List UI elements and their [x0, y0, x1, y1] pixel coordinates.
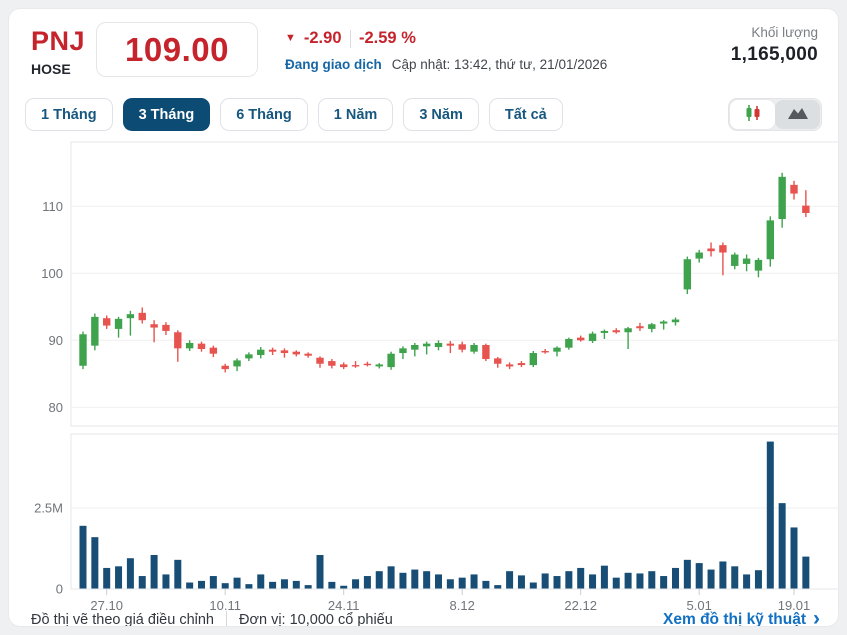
gridlines — [71, 205, 838, 509]
trading-status: Đang giao dịch — [285, 57, 382, 72]
tab-6-thang[interactable]: 6 Tháng — [220, 98, 308, 131]
last-updated: Cập nhật: 13:42, thứ tư, 21/01/2026 — [391, 57, 608, 72]
price-axis-labels: 80 90 100 110 — [41, 199, 63, 415]
tab-3-thang[interactable]: 3 Tháng — [122, 98, 211, 131]
chevron-right-icon: › — [813, 607, 820, 627]
time-range-tabs: 1 Tháng 3 Tháng 6 Tháng 1 Năm 3 Năm Tất cả — [25, 98, 563, 131]
volume-axis-labels: 2.5M 0 — [34, 501, 63, 597]
price-change: -2.90 — [303, 29, 342, 47]
candlestick-series — [79, 172, 810, 373]
tab-3-nam[interactable]: 3 Năm — [403, 98, 479, 131]
candlestick-toggle-button[interactable] — [730, 100, 775, 129]
svg-text:80: 80 — [49, 400, 63, 415]
chart-type-toggle — [728, 98, 822, 131]
technical-chart-link-label: Xem đồ thị kỹ thuật — [663, 610, 806, 627]
tab-1-thang[interactable]: 1 Tháng — [25, 98, 113, 131]
exchange-label: HOSE — [31, 61, 71, 77]
technical-chart-link[interactable]: Xem đồ thị kỹ thuật › — [663, 607, 820, 627]
volume-block: Khối lượng 1,165,000 — [731, 25, 818, 66]
svg-text:0: 0 — [56, 582, 63, 597]
change-divider — [349, 29, 351, 48]
current-price-box: 109.00 — [96, 22, 258, 77]
unit-note: Đơn vị: 10,000 cổ phiếu — [239, 611, 393, 627]
footer-notes: Đồ thị vẽ theo giá điều chỉnh Đơn vị: 10… — [31, 611, 393, 627]
change-block: ▼ -2.90 -2.59 % Đang giao dịch Cập nhật:… — [285, 29, 607, 72]
stock-chart-card: PNJ HOSE 109.00 ▼ -2.90 -2.59 % Đang gia… — [8, 8, 839, 627]
candlestick-icon — [743, 104, 763, 125]
symbol-block: PNJ HOSE — [31, 26, 85, 77]
toolbar: 1 Tháng 3 Tháng 6 Tháng 1 Năm 3 Năm Tất cả — [25, 98, 822, 131]
footer-divider — [226, 611, 227, 626]
svg-text:110: 110 — [42, 199, 63, 214]
status-row: Đang giao dịch Cập nhật: 13:42, thứ tư, … — [285, 57, 607, 72]
area-chart-icon — [787, 105, 809, 124]
svg-text:90: 90 — [49, 333, 63, 348]
triangle-down-icon: ▼ — [285, 32, 296, 44]
stock-symbol: PNJ — [31, 26, 86, 56]
tab-tat-ca[interactable]: Tất cả — [488, 98, 563, 131]
adjusted-price-note: Đồ thị vẽ theo giá điều chỉnh — [31, 611, 214, 627]
volume-series — [79, 441, 810, 589]
svg-text:2.5M: 2.5M — [34, 501, 63, 516]
volume-label: Khối lượng — [751, 25, 818, 40]
footer: Đồ thị vẽ theo giá điều chỉnh Đơn vị: 10… — [31, 607, 820, 627]
price-change-percent: -2.59 % — [359, 29, 416, 47]
tab-1-nam[interactable]: 1 Năm — [317, 98, 394, 131]
change-row: ▼ -2.90 -2.59 % — [285, 29, 607, 48]
area-chart-toggle-button[interactable] — [775, 100, 820, 129]
volume-value: 1,165,000 — [730, 44, 818, 65]
current-price: 109.00 — [125, 30, 229, 68]
svg-text:100: 100 — [41, 266, 63, 281]
